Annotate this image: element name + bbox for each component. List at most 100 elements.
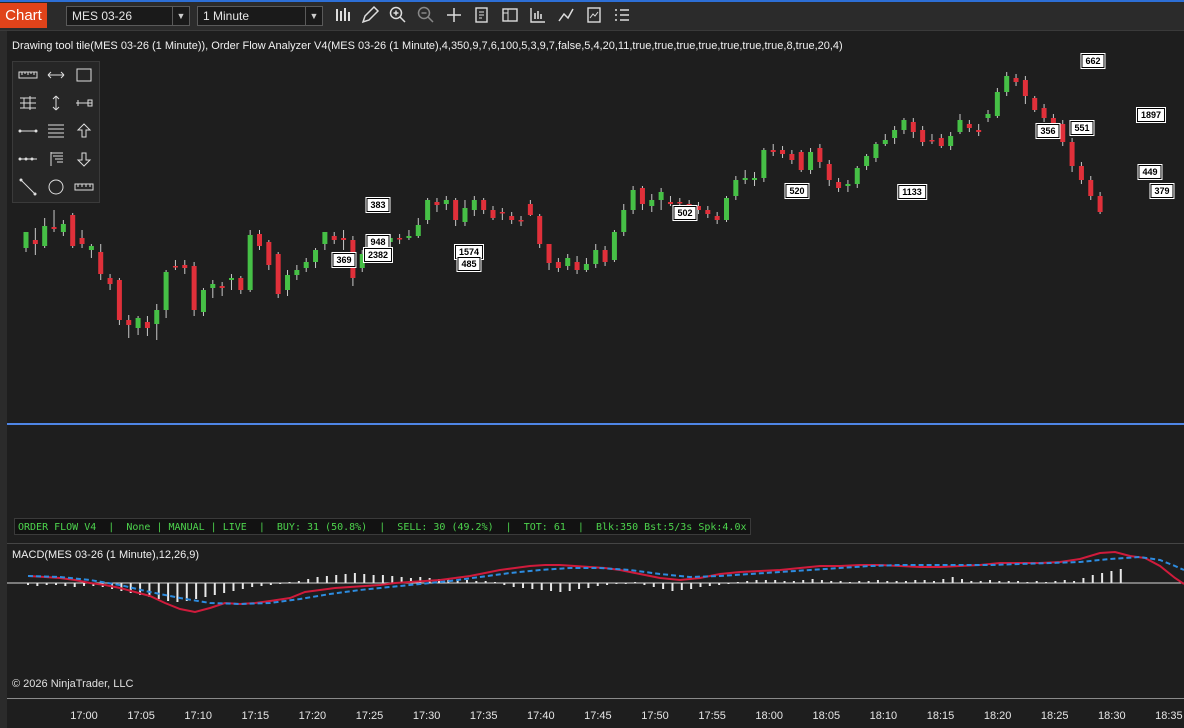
candle (434, 198, 440, 212)
time-tick-label: 17:15 (241, 710, 270, 722)
chart-trader-icon[interactable] (500, 5, 520, 25)
volume-label: 520 (784, 183, 810, 199)
candle (574, 256, 580, 274)
candle (79, 230, 85, 248)
horizontal-lines-icon[interactable] (44, 120, 68, 142)
candle (611, 230, 617, 262)
time-tick-label: 18:10 (869, 710, 898, 722)
zoom-in-icon[interactable] (388, 5, 408, 25)
candle (518, 216, 524, 226)
horizontal-line-drawing[interactable] (7, 423, 1184, 425)
chart-tab[interactable]: Chart (0, 3, 47, 28)
time-tick-label: 17:30 (412, 710, 441, 722)
time-ruler-icon[interactable] (72, 176, 96, 198)
candle (938, 134, 944, 148)
time-tick-label: 18:20 (983, 710, 1012, 722)
arrow-up-icon[interactable] (72, 120, 96, 142)
candle (1013, 74, 1019, 86)
arrow-line-icon[interactable] (44, 64, 68, 86)
candle (481, 198, 487, 214)
candle (294, 265, 300, 280)
polyline-icon[interactable] (16, 148, 40, 170)
candle (135, 316, 141, 335)
candle (724, 196, 729, 222)
properties-icon[interactable] (612, 5, 632, 25)
panel-separator[interactable] (7, 543, 1184, 544)
chart-panel[interactable] (7, 31, 1184, 699)
ray-icon[interactable] (72, 92, 96, 114)
time-tick-label: 17:05 (127, 710, 155, 722)
candle (1032, 96, 1038, 112)
candle (808, 148, 814, 174)
volume-label: 356 (1035, 123, 1061, 139)
candle (565, 254, 571, 270)
candle (443, 196, 449, 210)
candle (593, 244, 599, 268)
candle (154, 304, 160, 340)
ellipse-icon[interactable] (44, 176, 68, 198)
signal-line (27, 555, 1184, 606)
templates-icon[interactable] (584, 5, 604, 25)
interval-selector[interactable]: 1 Minute ▼ (197, 6, 323, 26)
line-icon[interactable] (16, 120, 40, 142)
candle (341, 230, 347, 250)
ruler-icon[interactable] (16, 64, 40, 86)
volume-label: 2382 (362, 247, 394, 263)
zoom-out-icon[interactable] (416, 5, 436, 25)
candle (331, 232, 337, 244)
crosshair-icon[interactable] (444, 5, 464, 25)
chevron-down-icon[interactable]: ▼ (305, 7, 322, 25)
candle (257, 230, 262, 250)
candle (630, 186, 636, 214)
time-tick-label: 17:20 (298, 710, 327, 722)
candle (537, 214, 543, 248)
candle (658, 188, 664, 210)
bars-type-icon[interactable] (333, 5, 353, 25)
macd-line (27, 550, 1184, 614)
arrow-down-icon[interactable] (72, 148, 96, 170)
strategies-icon[interactable] (528, 5, 548, 25)
time-tick-label: 18:25 (1040, 710, 1069, 722)
candle (1060, 120, 1066, 146)
candle (200, 288, 206, 316)
candle (359, 250, 365, 272)
volume-label: 502 (672, 205, 698, 221)
candle (705, 206, 711, 218)
volume-label: 485 (456, 256, 482, 272)
rectangle-icon[interactable] (72, 64, 96, 86)
candle (920, 126, 926, 146)
candle (415, 218, 421, 238)
candle (322, 232, 328, 250)
diagonal-line-icon[interactable] (16, 176, 40, 198)
candle (602, 246, 608, 266)
candle (527, 200, 533, 216)
candle (873, 142, 879, 162)
candle (546, 244, 552, 270)
candle (770, 144, 776, 156)
channel-icon[interactable] (44, 148, 68, 170)
candle (1022, 76, 1028, 104)
drawing-tool-tile (12, 61, 100, 203)
candle (70, 213, 76, 248)
candle (714, 212, 720, 224)
pencil-draw-icon[interactable] (360, 5, 380, 25)
fibonacci-icon[interactable] (16, 92, 40, 114)
candle (789, 150, 795, 164)
chevron-down-icon[interactable]: ▼ (172, 7, 189, 25)
instrument-selector[interactable]: MES 03-26 ▼ (66, 6, 190, 26)
volume-label: 948 (365, 234, 391, 250)
candle (32, 228, 38, 255)
time-tick-label: 17:25 (355, 710, 384, 722)
time-tick-label: 17:35 (469, 710, 498, 722)
volume-label: 369 (331, 252, 357, 268)
candle (1041, 104, 1047, 122)
indicators-icon[interactable] (556, 5, 576, 25)
extension-icon[interactable] (44, 92, 68, 114)
time-tick-label: 18:30 (1098, 710, 1126, 722)
candle (845, 180, 851, 192)
data-box-icon[interactable] (472, 5, 492, 25)
candle (555, 258, 561, 272)
time-tick-label: 18:15 (926, 710, 955, 722)
candle (266, 240, 272, 270)
candle (966, 120, 972, 132)
